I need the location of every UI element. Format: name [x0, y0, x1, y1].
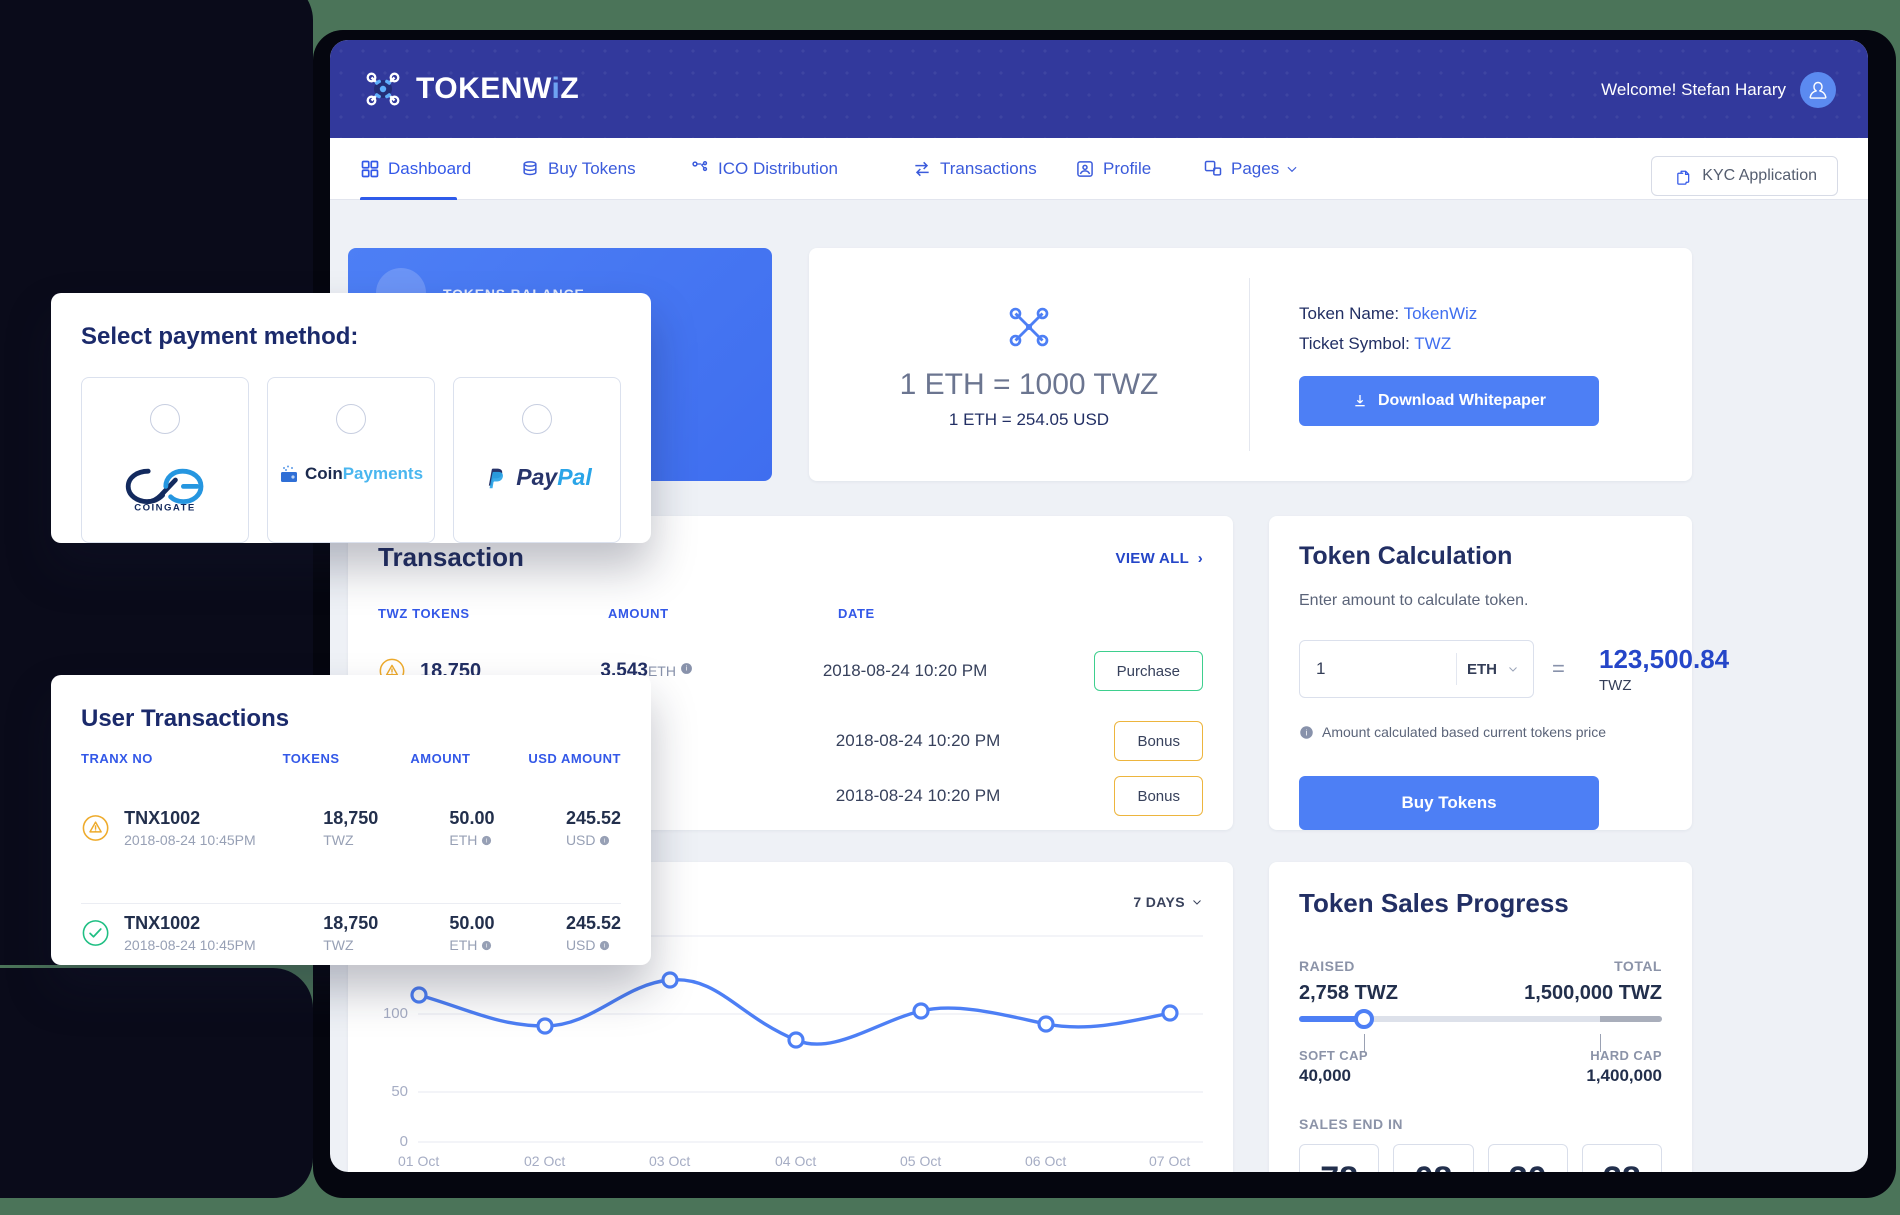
svg-text:i: i — [604, 943, 605, 949]
svg-text:07 Oct: 07 Oct — [1149, 1153, 1190, 1169]
svg-text:0: 0 — [400, 1133, 408, 1150]
svg-text:06 Oct: 06 Oct — [1025, 1153, 1066, 1169]
svg-text:100: 100 — [383, 1005, 408, 1022]
svg-text:50: 50 — [391, 1083, 408, 1100]
svg-text:04 Oct: 04 Oct — [775, 1153, 816, 1169]
svg-text:02 Oct: 02 Oct — [524, 1153, 565, 1169]
svg-text:i: i — [1306, 728, 1308, 737]
svg-text:i: i — [486, 943, 487, 949]
svg-text:i: i — [604, 838, 605, 844]
svg-text:03 Oct: 03 Oct — [649, 1153, 690, 1169]
svg-text:05 Oct: 05 Oct — [900, 1153, 941, 1169]
svg-text:01 Oct: 01 Oct — [398, 1153, 439, 1169]
svg-text:COINGATE: COINGATE — [134, 502, 195, 512]
svg-text:i: i — [486, 838, 487, 844]
